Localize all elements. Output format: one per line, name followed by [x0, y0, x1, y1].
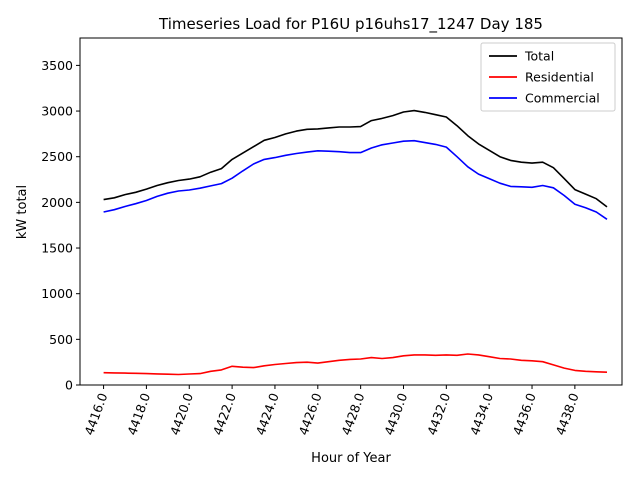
series-line-residential	[103, 353, 608, 376]
y-tick-label: 1000	[41, 286, 73, 301]
x-axis-label: Hour of Year	[311, 451, 391, 466]
y-tick-label: 3500	[41, 58, 73, 73]
axes-frame	[79, 37, 623, 386]
legend-label-commercial: Commercial	[525, 91, 600, 106]
legend-label-residential: Residential	[525, 70, 594, 85]
y-tick-label: 2500	[41, 149, 73, 164]
chart-title: Timeseries Load for P16U p16uhs17_1247 D…	[158, 15, 543, 34]
y-tick-label: 3000	[41, 104, 73, 119]
legend-box	[480, 42, 616, 112]
legend-label-total: Total	[524, 49, 554, 64]
y-tick-label: 500	[49, 332, 73, 347]
y-tick-label: 1500	[41, 241, 73, 256]
legend: Total Residential Commercial	[480, 42, 616, 112]
y-axis-label: kW total	[15, 185, 30, 239]
y-tick-label: 0	[65, 378, 73, 393]
series-line-commercial	[103, 139, 608, 220]
series-line-total	[103, 109, 608, 208]
y-tick-label: 2000	[41, 195, 73, 210]
